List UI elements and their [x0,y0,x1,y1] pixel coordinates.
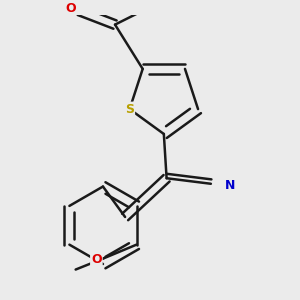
Text: O: O [65,2,76,14]
Text: S: S [125,103,134,116]
Text: O: O [91,254,102,266]
Text: N: N [225,179,236,192]
